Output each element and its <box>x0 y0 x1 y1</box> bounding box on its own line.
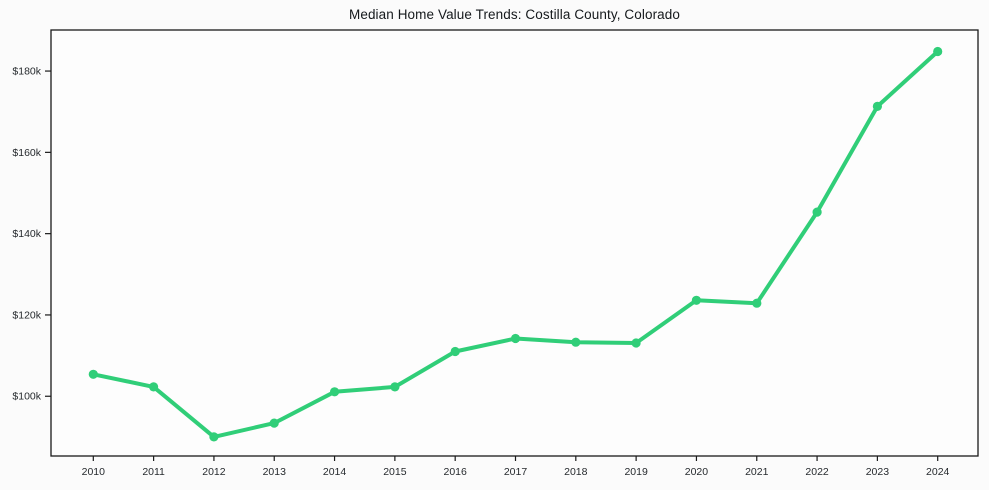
y-tick-label: $140k <box>12 228 41 240</box>
x-tick-label: 2019 <box>624 466 648 478</box>
data-point-marker <box>510 333 521 344</box>
x-tick-label: 2011 <box>142 466 165 478</box>
x-tick-label: 2021 <box>745 466 769 478</box>
y-tick-label: $180k <box>12 66 41 78</box>
data-point-marker <box>390 382 400 392</box>
x-tick-label: 2010 <box>82 466 106 478</box>
x-tick-label: 2016 <box>444 466 468 478</box>
data-point-marker <box>752 298 762 308</box>
data-point-marker <box>209 432 219 442</box>
x-tick-label: 2023 <box>866 466 890 478</box>
x-tick-label: 2020 <box>685 466 709 478</box>
y-tick-label: $160k <box>12 147 41 159</box>
plot-frame <box>50 29 979 457</box>
y-tick-label: $120k <box>12 309 41 321</box>
data-point-marker <box>149 382 159 392</box>
x-tick-label: 2024 <box>926 466 950 478</box>
y-tick-label: $100k <box>12 391 41 403</box>
data-point-marker <box>88 369 98 379</box>
data-point-marker <box>691 295 702 305</box>
data-point-marker <box>812 207 822 217</box>
data-point-marker <box>872 101 883 111</box>
x-tick-label: 2018 <box>564 466 588 478</box>
x-tick-label: 2017 <box>504 466 528 478</box>
data-point-marker <box>269 418 279 428</box>
data-point-marker <box>571 337 581 347</box>
data-point-marker <box>450 346 460 357</box>
x-tick-label: 2012 <box>202 466 226 478</box>
data-point-marker <box>933 46 943 57</box>
chart-title: Median Home Value Trends: Costilla Count… <box>348 7 680 22</box>
x-tick-label: 2022 <box>805 466 829 478</box>
data-point-marker <box>631 338 641 348</box>
data-point-marker <box>330 387 340 397</box>
x-tick-label: 2015 <box>383 466 407 478</box>
x-tick-label: 2013 <box>263 466 287 478</box>
x-tick-label: 2014 <box>323 466 347 478</box>
